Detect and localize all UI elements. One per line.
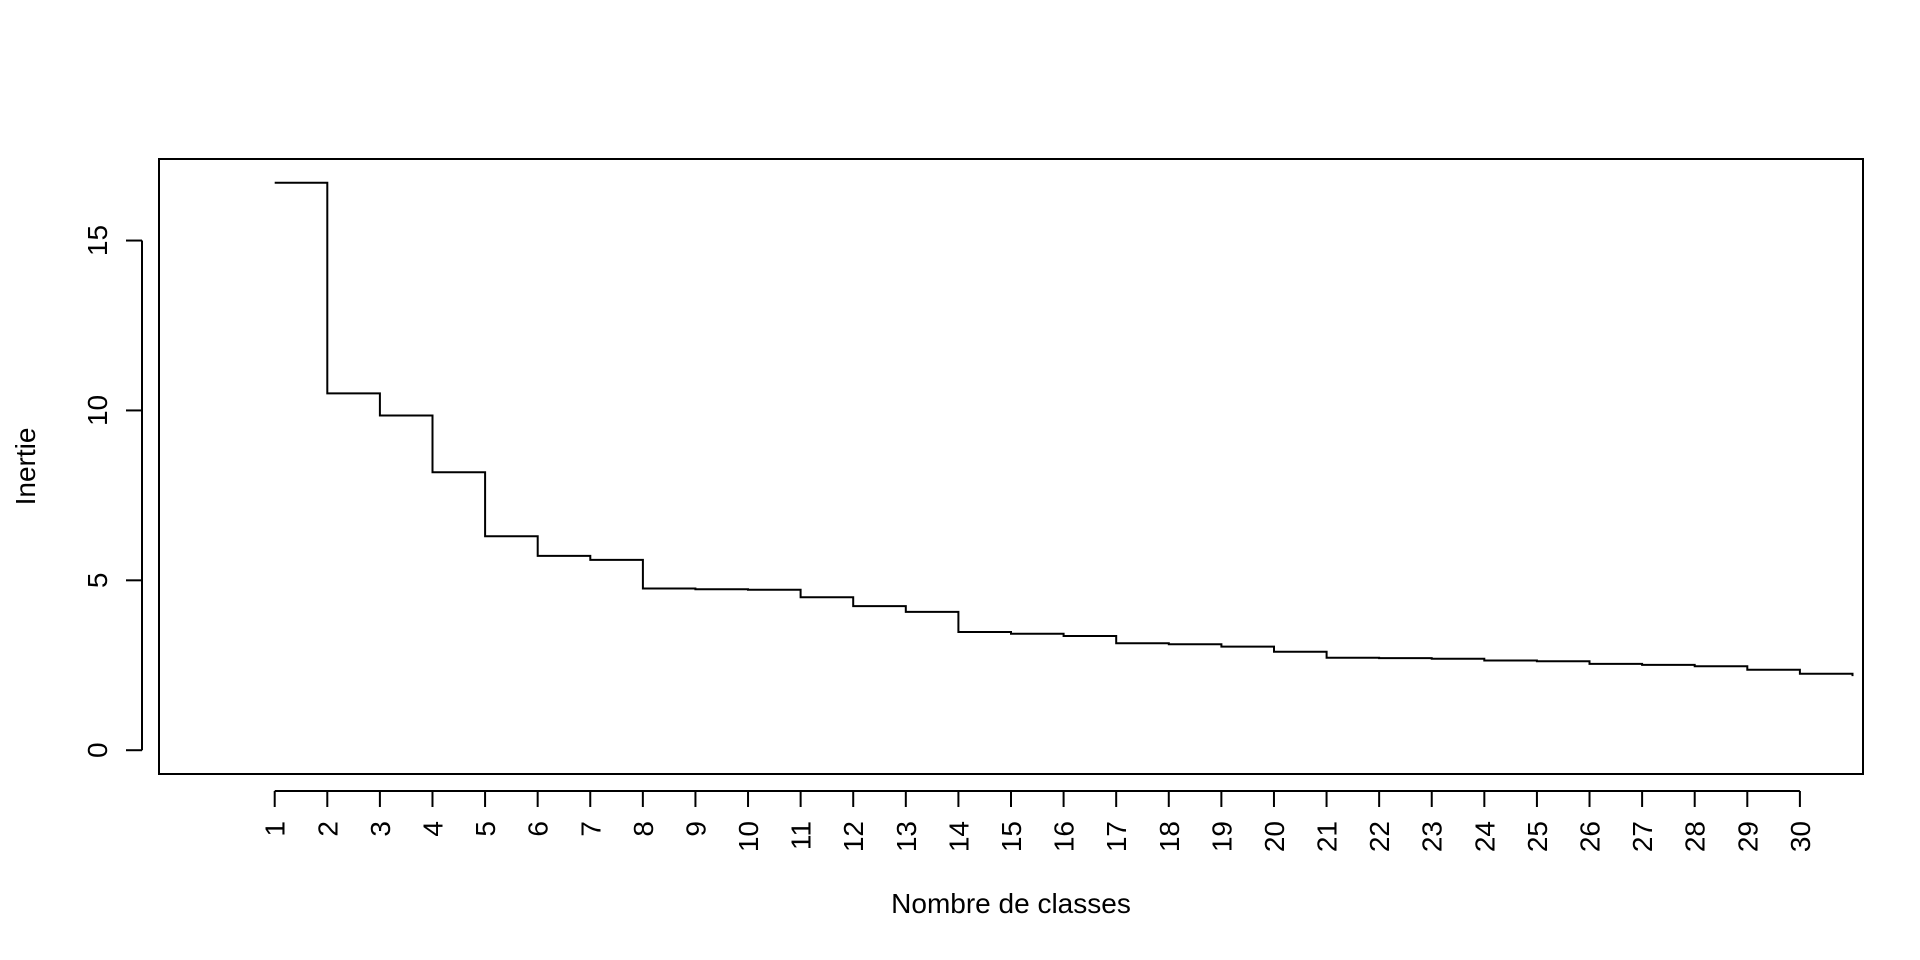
x-tick-label: 8 xyxy=(628,821,659,837)
x-tick-label: 27 xyxy=(1627,821,1658,852)
x-tick-label: 18 xyxy=(1154,821,1185,852)
x-tick-label: 17 xyxy=(1101,821,1132,852)
x-tick-label: 22 xyxy=(1364,821,1395,852)
x-tick-label: 26 xyxy=(1575,821,1606,852)
x-tick-label: 7 xyxy=(575,821,606,837)
y-tick-label: 0 xyxy=(82,742,113,758)
x-tick-label: 9 xyxy=(680,821,711,837)
x-tick-label: 5 xyxy=(470,821,501,837)
x-tick-label: 2 xyxy=(312,821,343,837)
x-tick-label: 1 xyxy=(260,821,291,837)
x-tick-label: 20 xyxy=(1259,821,1290,852)
x-tick-label: 28 xyxy=(1680,821,1711,852)
x-tick-label: 24 xyxy=(1469,821,1500,852)
x-tick-label: 6 xyxy=(523,821,554,837)
x-tick-label: 21 xyxy=(1312,821,1343,852)
x-axis: 1 2 3 4 5 6 7 8 9 10 11 12 13 14 15 16 17 18 19 20 21 22 23 24 2… xyxy=(260,790,1816,852)
x-tick-label: 4 xyxy=(417,821,448,837)
x-tick-label: 15 xyxy=(996,821,1027,852)
x-tick-label: 25 xyxy=(1522,821,1553,852)
x-tick-label: 14 xyxy=(943,821,974,852)
x-tick-label: 11 xyxy=(786,821,817,850)
y-tick-label: 5 xyxy=(82,573,113,589)
x-axis-title: Nombre de classes xyxy=(891,888,1131,919)
x-tick-label: 16 xyxy=(1049,821,1080,852)
y-tick-label: 10 xyxy=(82,395,113,426)
x-tick-label: 10 xyxy=(733,821,764,852)
x-tick-label: 23 xyxy=(1417,821,1448,852)
x-tick-label: 19 xyxy=(1206,821,1237,852)
x-tick-label: 13 xyxy=(891,821,922,852)
x-tick-label: 12 xyxy=(838,821,869,852)
y-tick-label: 15 xyxy=(82,225,113,256)
y-axis: 0 5 10 15 xyxy=(82,225,143,758)
x-tick-label: 29 xyxy=(1732,821,1763,852)
plot-frame xyxy=(158,158,1864,775)
x-tick-label: 30 xyxy=(1785,821,1816,852)
y-axis-title: Inertie xyxy=(10,428,41,506)
x-tick-label: 3 xyxy=(365,821,396,837)
series-group xyxy=(274,181,1854,677)
inertia-step-line xyxy=(274,181,1854,677)
